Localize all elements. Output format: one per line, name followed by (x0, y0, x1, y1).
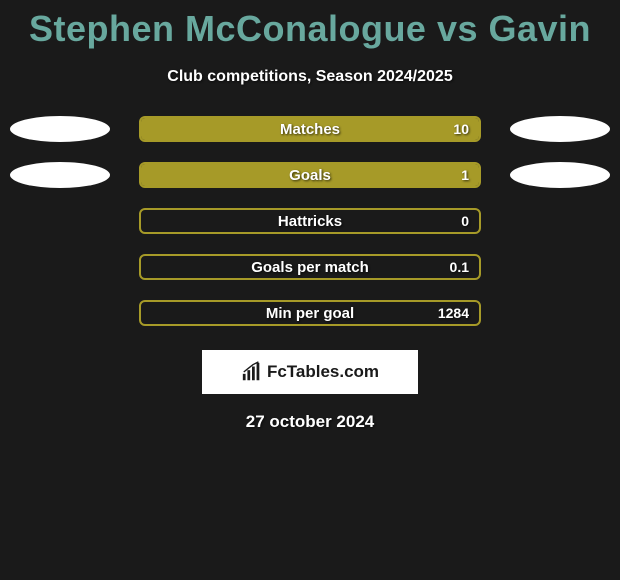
stat-value: 1 (461, 167, 469, 183)
stat-row: Goals 1 (0, 162, 620, 188)
stat-bar: Hattricks 0 (139, 208, 481, 234)
player-ellipse-left (10, 116, 110, 142)
player-ellipse-right (510, 116, 610, 142)
stat-row: Hattricks 0 (0, 208, 620, 234)
subtitle: Club competitions, Season 2024/2025 (0, 68, 620, 86)
logo-text: FcTables.com (267, 362, 379, 382)
player-ellipse-right (510, 162, 610, 188)
barchart-icon (241, 361, 263, 383)
stat-row: Goals per match 0.1 (0, 254, 620, 280)
stats-container: Matches 10 Goals 1 Hattricks 0 Goals per match… (0, 116, 620, 326)
date-text: 27 october 2024 (0, 412, 620, 432)
stat-label: Min per goal (266, 305, 354, 322)
stat-value: 0.1 (450, 259, 469, 275)
stat-row: Min per goal 1284 (0, 300, 620, 326)
stat-value: 1284 (438, 305, 469, 321)
stat-label: Goals per match (251, 259, 369, 276)
stat-bar: Goals per match 0.1 (139, 254, 481, 280)
logo-box: FcTables.com (202, 350, 418, 394)
stat-row: Matches 10 (0, 116, 620, 142)
stat-bar: Matches 10 (139, 116, 481, 142)
stat-label: Matches (280, 121, 340, 138)
stat-bar: Min per goal 1284 (139, 300, 481, 326)
page-title: Stephen McConalogue vs Gavin (0, 0, 620, 50)
stat-label: Hattricks (278, 213, 342, 230)
stat-bar: Goals 1 (139, 162, 481, 188)
stat-value: 10 (453, 121, 469, 137)
stat-label: Goals (289, 167, 331, 184)
player-ellipse-left (10, 162, 110, 188)
stat-value: 0 (461, 213, 469, 229)
